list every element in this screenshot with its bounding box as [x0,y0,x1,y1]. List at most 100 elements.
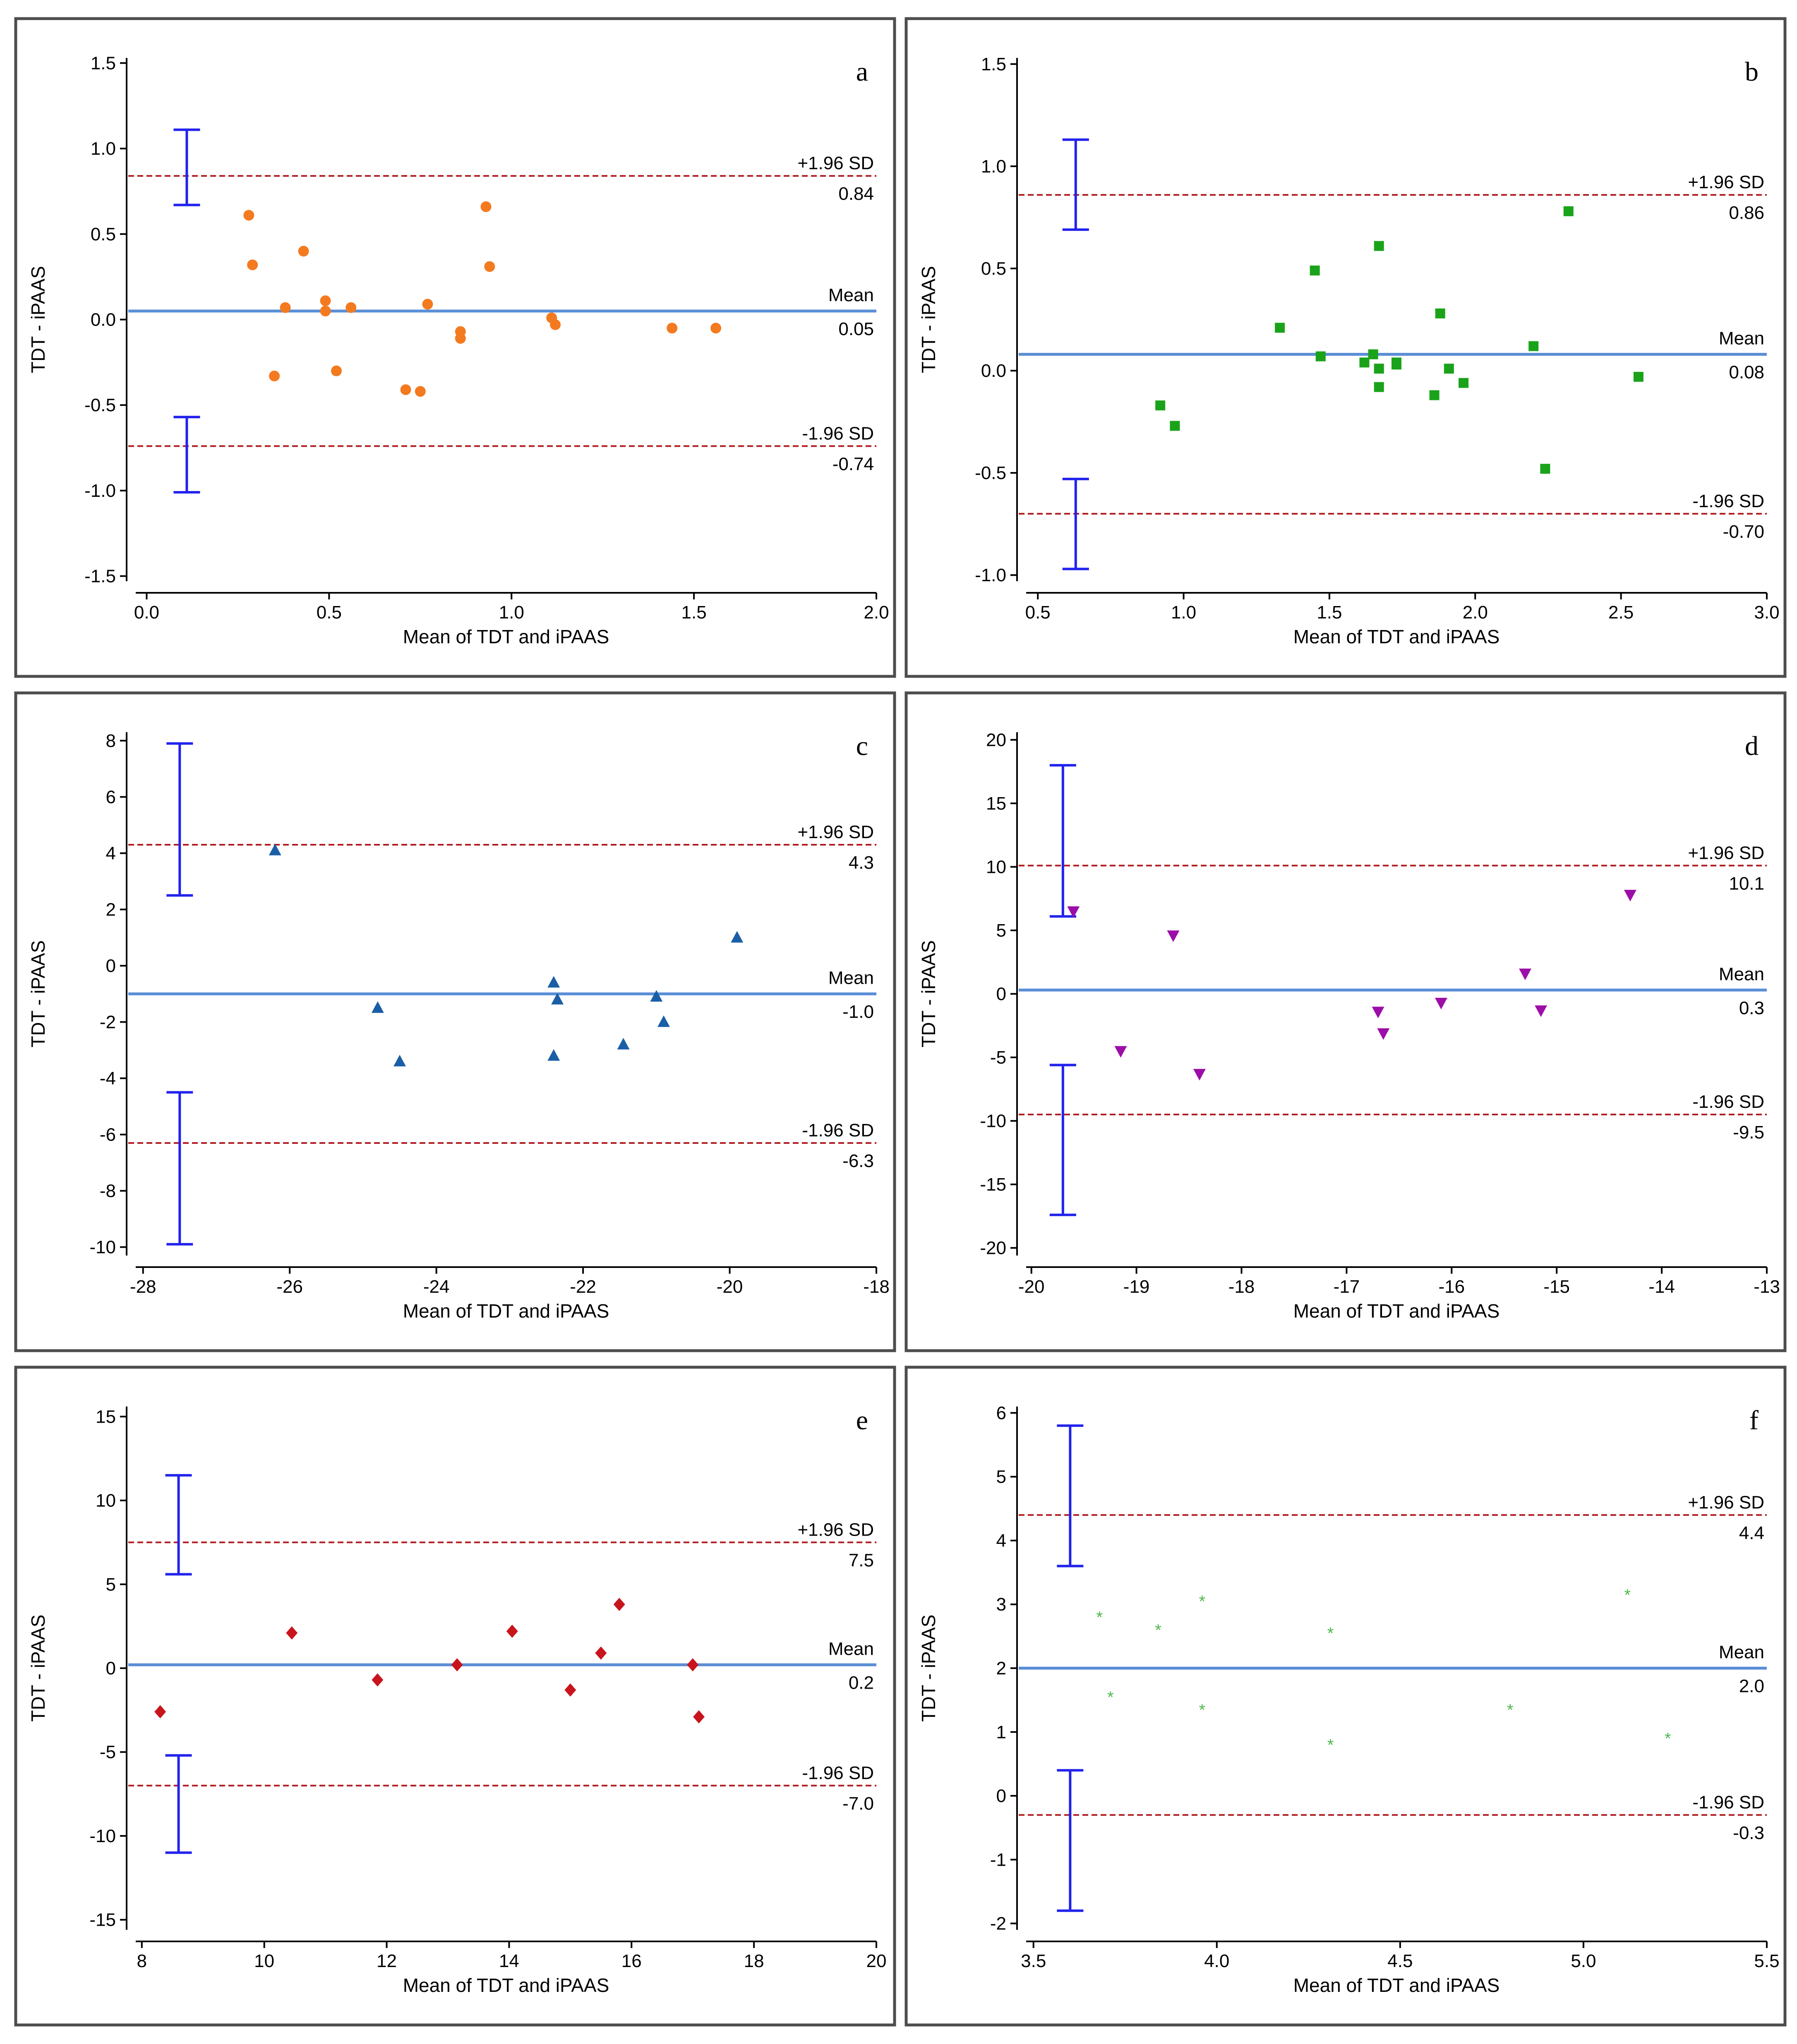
y-tick-label: -2 [100,1012,116,1033]
data-point-3: * [1199,1593,1206,1611]
y-tick-label: -5 [100,1742,116,1762]
y-tick-label: 5 [996,920,1006,941]
x-axis-title: Mean of TDT and iPAAS [1293,1975,1500,1996]
y-axis-title: TDT - iPAAS [27,266,49,373]
y-tick-label: 0 [106,956,116,976]
data-point-18 [1563,206,1574,216]
lower-limit-label: -1.96 SD [802,423,874,443]
panel-frame [14,1366,896,2027]
x-tick-label: 5.5 [1754,1951,1779,1971]
x-tick-label: 5.0 [1571,1951,1596,1971]
lower-limit-value: -0.74 [833,454,874,474]
data-point-12 [1429,390,1440,400]
upper-limit-value: 4.3 [849,853,874,873]
y-tick-label: -2 [990,1914,1006,1934]
mean-value: 0.3 [1739,998,1764,1018]
upper-ci-bar [1062,138,1089,231]
y-tick-label: 5 [996,1467,1006,1487]
mean-value: 0.08 [1729,362,1764,383]
y-tick-label: 6 [106,787,116,807]
x-tick-label: -14 [1648,1277,1675,1297]
panel-letter: c [856,731,868,761]
y-tick-label: 20 [986,730,1006,750]
data-point-6: * [1327,1736,1334,1754]
data-point-9: * [1665,1730,1671,1748]
upper-limit-label: +1.96 SD [797,153,874,173]
lower-limit-value: -6.3 [842,1151,874,1171]
upper-ci-bar [166,742,193,897]
upper-limit-value: 7.5 [849,1550,874,1570]
data-point-0 [154,1705,166,1718]
x-axis-title: Mean of TDT and iPAAS [1293,626,1500,647]
data-point-0 [269,843,281,855]
x-tick-label: 1.5 [1317,602,1342,623]
y-tick-label: 1 [996,1722,1006,1742]
panel-d: -20 -15 -10 -5 0 5 10 15 20 -20 -19 -18 -17 -16 -15 -14… [904,691,1787,1352]
data-point-8 [345,302,357,313]
upper-limit-value: 0.86 [1729,203,1764,223]
data-point-9 [1624,890,1636,902]
y-tick-label: -1.0 [975,565,1006,585]
y-tick-label: -0.5 [84,395,116,415]
x-tick-label: 1.5 [681,602,707,623]
data-point-4 [1315,351,1326,362]
y-tick-label: -1 [990,1850,1006,1870]
y-tick-label: 1.0 [981,156,1006,177]
data-point-9 [1374,364,1384,374]
x-tick-label: -15 [1543,1277,1570,1297]
data-point-2: * [1155,1621,1161,1639]
data-point-11 [1392,359,1401,370]
x-tick-label: -22 [570,1277,596,1297]
data-point-8: * [1624,1586,1631,1604]
upper-ci-bar [1049,764,1076,918]
data-point-7 [613,1598,625,1611]
x-tick-label: -13 [1754,1277,1780,1297]
y-tick-label: -10 [89,1826,116,1846]
data-point-18 [667,323,678,334]
panel-letter: e [856,1405,868,1435]
data-point-5 [320,295,331,307]
y-tick-label: 4 [996,1531,1006,1551]
data-point-3 [280,302,291,313]
y-axis-title: TDT - iPAAS [918,940,939,1047]
y-tick-label: 10 [986,857,1006,877]
data-point-5 [1377,1028,1390,1040]
y-tick-label: 15 [96,1407,116,1427]
data-point-15 [484,261,495,272]
data-point-0 [1155,400,1166,411]
data-point-19 [1633,371,1643,382]
data-point-8 [1374,382,1384,392]
lower-ci-bar [1049,1064,1076,1216]
mean-label: Mean [828,968,874,988]
data-point-13 [1435,308,1445,319]
x-tick-label: 0.0 [134,602,159,623]
panel-e: -15 -10 -5 0 5 10 15 8 10 12 14 16 18 20 Mean of TDT a… [14,1366,896,2027]
data-point-3 [1310,265,1320,276]
lower-limit-value: -0.3 [1733,1823,1764,1843]
data-point-1 [1114,1046,1127,1058]
lower-limit-label: -1.96 SD [802,1120,874,1141]
data-point-6 [1368,349,1378,359]
mean-label: Mean [828,1639,874,1659]
upper-limit-label: +1.96 SD [1688,172,1764,192]
x-tick-label: 2.0 [864,602,889,623]
x-tick-label: 8 [137,1951,147,1971]
y-axis-title: TDT - iPAAS [918,266,939,373]
lower-limit-label: -1.96 SD [802,1763,874,1783]
lower-ci-bar [166,1091,193,1246]
upper-ci-bar [173,128,200,206]
x-tick-label: -26 [276,1277,303,1297]
data-point-17 [550,319,561,330]
data-points [1155,206,1643,474]
lower-limit-value: -0.70 [1723,522,1764,542]
panel-a: -1.5 -1.0 -0.5 0.0 0.5 1.0 1.5 0.0 0.5 1.0 1.5 2.0 M… [14,17,896,678]
lower-ci-bar [1057,1769,1084,1912]
data-point-6 [595,1646,607,1660]
x-tick-label: -20 [1018,1277,1045,1297]
data-point-5 [547,1049,560,1061]
lower-limit-value: -7.0 [842,1793,874,1814]
x-tick-label: 4.0 [1204,1951,1229,1971]
upper-ci-bar [165,1474,192,1576]
data-point-3 [1193,1069,1206,1081]
